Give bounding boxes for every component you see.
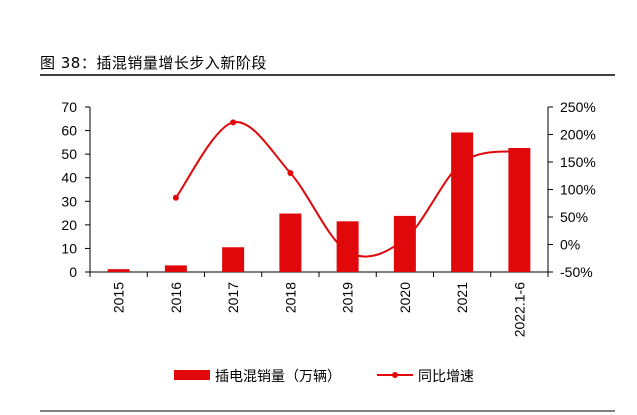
bar: [393, 215, 416, 272]
y-left-tick-label: 40: [61, 170, 77, 186]
y-right-tick-label: 100%: [560, 182, 596, 198]
y-left-tick-label: 70: [61, 99, 77, 115]
growth-line-point: [230, 119, 237, 126]
y-left-tick-label: 10: [61, 240, 77, 256]
y-left-tick-label: 60: [61, 123, 77, 139]
bar: [279, 213, 302, 272]
x-tick-label: 2016: [168, 282, 184, 313]
bar: [107, 269, 130, 272]
x-tick-label: 2021: [454, 282, 470, 313]
growth-line-point: [287, 170, 294, 176]
legend-line-label: 同比增速: [418, 369, 474, 385]
bar: [222, 247, 245, 272]
x-tick-label: 2022.1-6: [511, 282, 527, 337]
bar: [164, 265, 187, 272]
y-right-tick-label: 200%: [560, 127, 596, 143]
y-right-tick-label: 50%: [560, 209, 588, 225]
x-tick-label: 2018: [282, 282, 298, 313]
bar: [508, 148, 531, 272]
y-right-tick-label: 0%: [560, 237, 580, 253]
x-tick-label: 2015: [111, 282, 127, 313]
y-left-tick-label: 50: [61, 146, 77, 162]
x-tick-label: 2017: [225, 282, 241, 313]
y-left-tick-label: 30: [61, 193, 77, 209]
x-tick-label: 2019: [340, 282, 356, 313]
y-left-tick-label: 0: [69, 264, 77, 280]
bar: [451, 132, 474, 272]
legend-line-marker: [392, 372, 398, 378]
y-left-tick-label: 20: [61, 217, 77, 233]
y-right-tick-label: 250%: [560, 99, 596, 115]
legend-bar-swatch: [174, 370, 210, 380]
bar: [336, 221, 359, 272]
y-right-tick-label: -50%: [560, 264, 593, 280]
y-right-tick-label: 150%: [560, 154, 596, 170]
legend-bar-label: 插电混销量（万辆）: [215, 369, 341, 385]
x-tick-label: 2020: [397, 282, 413, 313]
growth-line-point: [172, 194, 179, 201]
figure-title: 图 38：插混销量增长步入新阶段: [40, 54, 267, 72]
